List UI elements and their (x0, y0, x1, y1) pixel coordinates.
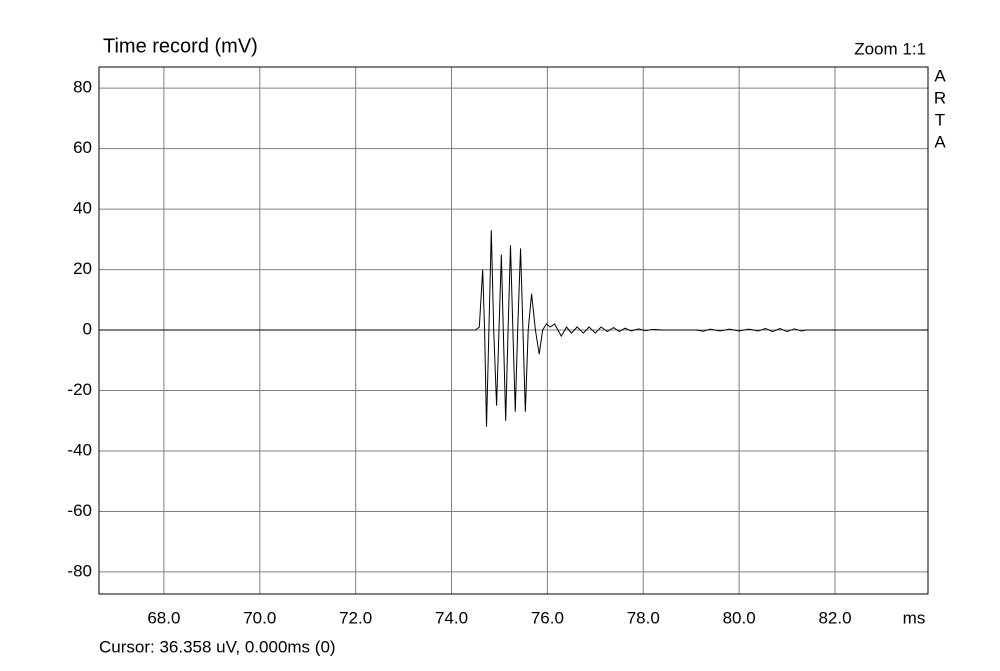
x-tick-label: 82.0 (818, 608, 851, 627)
x-tick-label: 68.0 (147, 608, 180, 627)
x-tick-label: 72.0 (339, 608, 372, 627)
x-tick-label: 80.0 (723, 608, 756, 627)
brand-letter: R (934, 88, 946, 107)
brand-letter: T (935, 110, 945, 129)
y-tick-label: 60 (73, 138, 92, 157)
brand-letter: A (934, 132, 946, 151)
y-tick-label: -40 (67, 440, 92, 459)
zoom-label: Zoom 1:1 (854, 39, 926, 58)
chart-title: Time record (mV) (103, 35, 258, 57)
y-tick-label: -60 (67, 501, 92, 520)
y-tick-label: 80 (73, 78, 92, 97)
x-tick-label: 78.0 (627, 608, 660, 627)
x-tick-label: 74.0 (435, 608, 468, 627)
y-tick-label: 40 (73, 199, 92, 218)
y-tick-label: 20 (73, 259, 92, 278)
y-tick-label: -20 (67, 380, 92, 399)
brand-letter: A (934, 66, 946, 85)
x-tick-label: 70.0 (243, 608, 276, 627)
status-text: Cursor: 36.358 uV, 0.000ms (0) (99, 637, 336, 656)
y-tick-label: -80 (67, 561, 92, 580)
x-tick-label: 76.0 (531, 608, 564, 627)
y-tick-label: 0 (83, 320, 92, 339)
waveform (99, 230, 928, 427)
x-axis-label: ms (903, 608, 926, 627)
